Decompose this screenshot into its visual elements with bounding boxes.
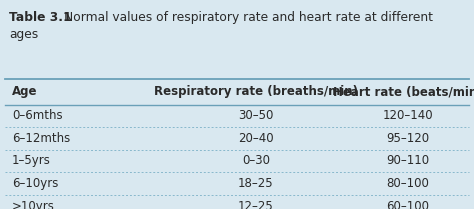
Text: Heart rate (beats/min): Heart rate (beats/min)	[333, 85, 474, 98]
Text: 80–100: 80–100	[386, 177, 429, 190]
Text: >10yrs: >10yrs	[12, 200, 55, 209]
Text: 6–12mths: 6–12mths	[12, 132, 70, 145]
Text: 30–50: 30–50	[238, 109, 273, 122]
Text: 20–40: 20–40	[238, 132, 274, 145]
Text: ages: ages	[9, 28, 39, 41]
Text: 0–30: 0–30	[242, 154, 270, 167]
Text: 12–25: 12–25	[238, 200, 274, 209]
Text: Table 3.1: Table 3.1	[9, 11, 72, 24]
Text: 18–25: 18–25	[238, 177, 274, 190]
Text: 1–5yrs: 1–5yrs	[12, 154, 51, 167]
Text: Respiratory rate (breaths/min): Respiratory rate (breaths/min)	[154, 85, 358, 98]
Text: 120–140: 120–140	[383, 109, 433, 122]
Text: 90–110: 90–110	[386, 154, 429, 167]
Text: 60–100: 60–100	[386, 200, 429, 209]
Text: 6–10yrs: 6–10yrs	[12, 177, 58, 190]
Text: Age: Age	[12, 85, 37, 98]
Text: Normal values of respiratory rate and heart rate at different: Normal values of respiratory rate and he…	[64, 11, 433, 24]
Bar	[0, 79, 474, 209]
Text: 95–120: 95–120	[386, 132, 429, 145]
Text: 0–6mths: 0–6mths	[12, 109, 63, 122]
